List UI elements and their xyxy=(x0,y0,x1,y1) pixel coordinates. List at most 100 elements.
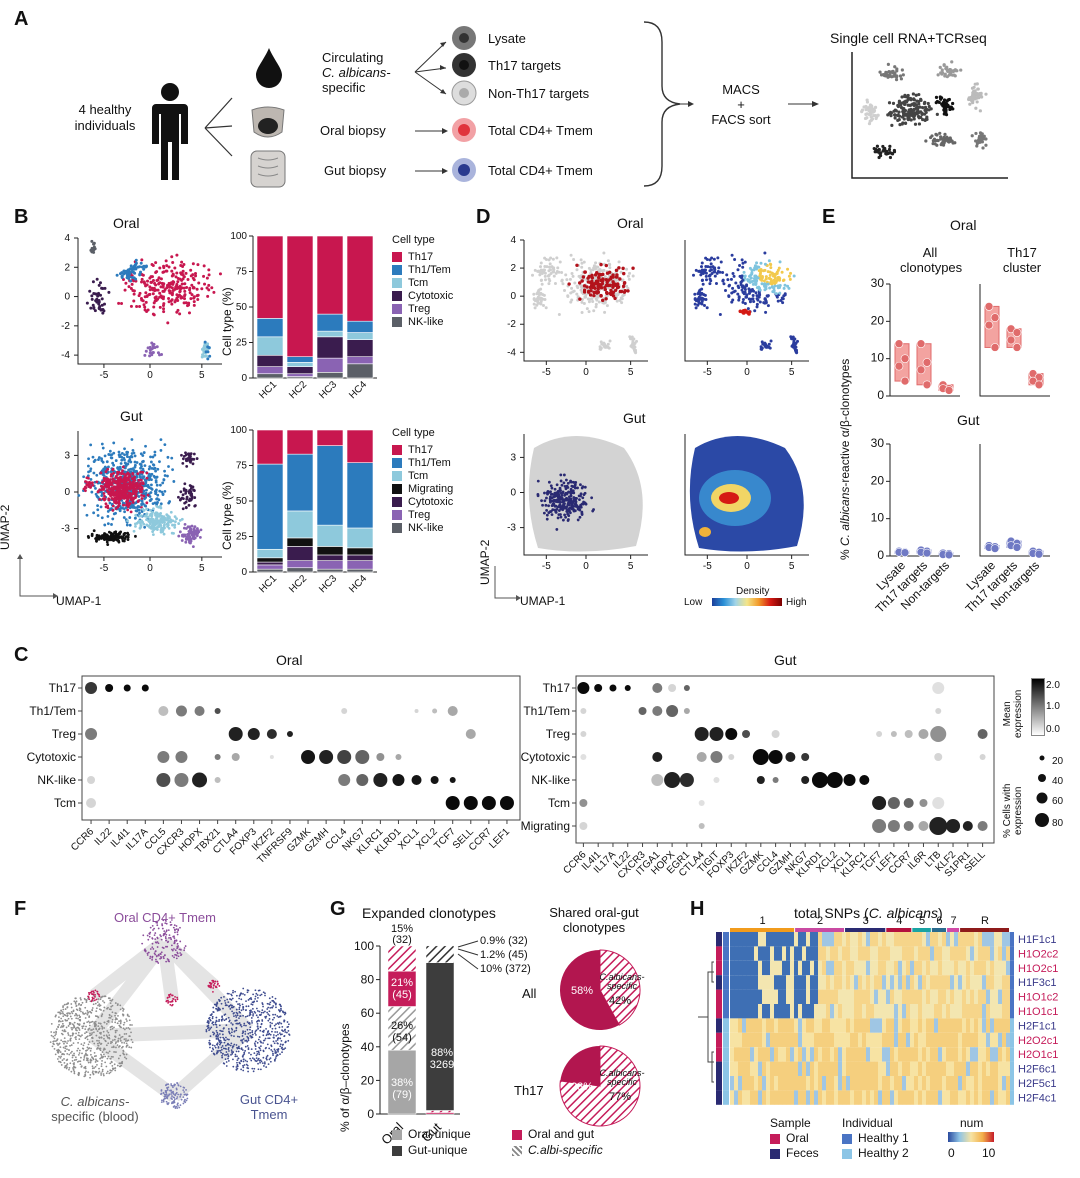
expression-dot xyxy=(696,752,707,762)
bar-segment xyxy=(346,339,374,358)
cell-dot xyxy=(131,472,135,475)
cell-dot xyxy=(189,498,193,502)
cell-dot xyxy=(90,239,94,243)
clone-dot xyxy=(72,1062,75,1065)
density-dot xyxy=(781,301,785,305)
density-dot xyxy=(773,281,777,285)
seq-cell-dot xyxy=(931,139,935,143)
density-dot xyxy=(741,300,745,304)
seq-cell-dot xyxy=(873,105,878,109)
density-dot xyxy=(724,289,728,293)
clone-dot xyxy=(72,1010,75,1013)
cell-dot xyxy=(123,288,127,292)
seq-cell-dot xyxy=(981,146,985,150)
cell-dot xyxy=(112,512,116,516)
density-dot xyxy=(780,270,784,274)
clone-dot xyxy=(94,1020,97,1023)
cell-dot xyxy=(126,508,130,512)
expression-dot xyxy=(105,684,114,692)
density-dot xyxy=(763,341,767,345)
cell-dot xyxy=(170,255,174,259)
cell-dot xyxy=(166,283,170,287)
cell-dot xyxy=(129,279,133,283)
panel-label-c: C xyxy=(14,644,29,666)
e-gut-title: Gut xyxy=(957,412,980,428)
density-dot xyxy=(751,282,755,286)
cell-dot xyxy=(533,268,537,272)
category-label: HC4 xyxy=(347,573,369,595)
cell-dot xyxy=(531,273,535,277)
clone-dot xyxy=(91,1009,94,1012)
cell-dot xyxy=(134,258,138,262)
cell-dot xyxy=(184,505,188,509)
cell-dot xyxy=(99,293,103,297)
seq-cell-dot xyxy=(887,70,891,74)
expression-dot xyxy=(175,751,188,763)
clone-dot xyxy=(56,1058,59,1060)
clone-dot xyxy=(63,1003,66,1006)
cell-dot xyxy=(145,523,149,527)
density-dot xyxy=(777,266,781,270)
cell-dot xyxy=(149,275,153,279)
cell-gut-tmem-label: Total CD4+ Tmem xyxy=(488,163,593,178)
reactive-dot xyxy=(573,504,577,508)
seq-cell-dot xyxy=(909,118,913,122)
cell-dot xyxy=(132,492,136,496)
clone-dot xyxy=(175,928,178,931)
clone-dot xyxy=(83,1075,86,1078)
density-dot xyxy=(729,277,733,281)
reactive-dot xyxy=(559,515,563,519)
cell-dot xyxy=(194,271,198,275)
legend-title: Cell type xyxy=(392,427,435,439)
density-dot xyxy=(756,298,760,302)
density-dot xyxy=(747,287,751,291)
cell-dot xyxy=(92,511,96,515)
cell-dot xyxy=(96,293,100,297)
seq-cell-dot xyxy=(887,147,892,152)
clone-dot xyxy=(75,1005,78,1008)
cell-dot xyxy=(184,540,188,544)
seq-cell-dot xyxy=(936,73,940,77)
reactive-dot xyxy=(614,268,619,273)
reactive-dot xyxy=(613,288,618,293)
expression-dot xyxy=(447,706,458,716)
mean-tick-1: 1.0 xyxy=(1046,701,1060,712)
cell-dot xyxy=(136,472,140,476)
cell-dot xyxy=(181,264,185,268)
cell-dot xyxy=(156,467,160,471)
cell-dot xyxy=(103,494,106,498)
clone-dot xyxy=(120,1036,123,1039)
cell-dot xyxy=(218,272,222,276)
cell-dot xyxy=(181,493,185,497)
density-dot xyxy=(766,282,770,286)
mean-expression-label: Mean expression xyxy=(1002,689,1024,738)
umap-axis-arrows xyxy=(17,554,58,599)
cell-dot xyxy=(599,340,603,344)
cell-dot xyxy=(155,270,159,274)
clone-dot xyxy=(98,1003,101,1006)
bar-segment xyxy=(346,320,374,333)
clone-dot xyxy=(50,1023,53,1025)
data-point xyxy=(1012,343,1022,352)
cell-dot xyxy=(91,303,95,307)
density-dot xyxy=(692,273,696,277)
clone-dot xyxy=(109,1057,112,1060)
data-point xyxy=(1034,549,1044,559)
clone-dot xyxy=(99,1043,102,1046)
cell-dot xyxy=(564,273,568,277)
clone-dot xyxy=(112,1045,115,1048)
density-dot xyxy=(758,274,762,278)
reactive-dot xyxy=(555,483,559,487)
cell-dot xyxy=(108,449,112,453)
clone-dot xyxy=(95,1034,98,1037)
x-tick-label: 0 xyxy=(744,367,750,378)
axis-line xyxy=(889,444,960,557)
clone-dot xyxy=(157,953,160,956)
clone-dot xyxy=(75,1038,77,1041)
clone-dot xyxy=(66,1063,69,1065)
x-tick-label: 5 xyxy=(789,561,795,572)
seq-cell-dot xyxy=(934,95,939,99)
reactive-dot xyxy=(566,518,570,521)
expression-dot xyxy=(887,797,900,809)
reactive-dot xyxy=(561,491,565,495)
